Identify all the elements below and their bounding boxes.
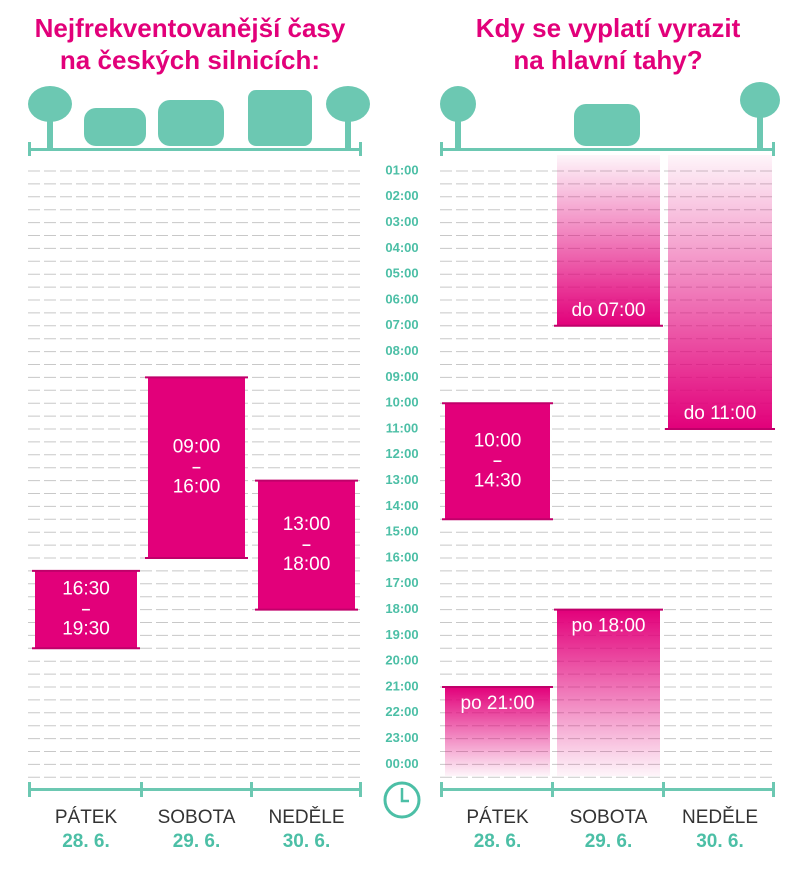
block-separator: – xyxy=(493,452,502,469)
hour-label: 08:00 xyxy=(385,343,418,358)
day-date: 29. 6. xyxy=(585,831,633,852)
block-from: 16:30 xyxy=(62,579,110,600)
day-date: 30. 6. xyxy=(283,831,331,852)
hour-label: 23:00 xyxy=(385,730,418,745)
open-block xyxy=(668,155,772,429)
hour-label: 18:00 xyxy=(385,601,418,616)
panel-title: Kdy se vyplatí vyrazit xyxy=(476,13,741,43)
day-name: NEDĚLE xyxy=(682,806,758,828)
time-block xyxy=(445,403,550,520)
panel-title: na českých silnicích: xyxy=(60,45,320,75)
block-to: 18:00 xyxy=(283,554,331,575)
hour-label: 03:00 xyxy=(385,214,418,229)
block-to: 16:00 xyxy=(173,477,221,498)
block-from: 10:00 xyxy=(474,430,522,451)
hour-label: 06:00 xyxy=(385,291,418,306)
day-date: 28. 6. xyxy=(474,831,522,852)
panel-title: Nejfrekventovanější časy xyxy=(35,13,346,43)
hour-label: 19:00 xyxy=(385,627,418,642)
hour-label: 16:00 xyxy=(385,549,418,564)
hour-label: 01:00 xyxy=(385,162,418,177)
hour-label: 00:00 xyxy=(385,756,418,771)
hour-label: 04:00 xyxy=(385,240,418,255)
hour-label: 13:00 xyxy=(385,472,418,487)
hour-label: 12:00 xyxy=(385,446,418,461)
block-label: po 21:00 xyxy=(461,693,535,714)
hour-label: 07:00 xyxy=(385,317,418,332)
day-name: NEDĚLE xyxy=(268,806,344,828)
block-label: po 18:00 xyxy=(572,616,646,637)
block-separator: – xyxy=(302,536,311,553)
hour-label: 15:00 xyxy=(385,524,418,539)
illustration xyxy=(28,82,780,819)
hour-label: 10:00 xyxy=(385,395,418,410)
block-separator: – xyxy=(82,601,91,618)
day-name: PÁTEK xyxy=(55,807,118,828)
block-to: 14:30 xyxy=(474,470,522,491)
block-from: 09:00 xyxy=(173,437,221,458)
time-block xyxy=(258,480,355,610)
block-separator: – xyxy=(192,459,201,476)
day-name: SOBOTA xyxy=(570,807,648,828)
hour-label: 02:00 xyxy=(385,188,418,203)
block-label: do 07:00 xyxy=(572,300,646,321)
day-name: PÁTEK xyxy=(466,807,529,828)
hour-label: 09:00 xyxy=(385,369,418,384)
day-date: 28. 6. xyxy=(62,831,110,852)
hour-label: 22:00 xyxy=(385,704,418,719)
open-block xyxy=(445,687,550,776)
hour-label: 14:00 xyxy=(385,498,418,513)
open-block xyxy=(557,609,660,776)
time-block xyxy=(35,570,137,649)
panel-title: na hlavní tahy? xyxy=(513,45,702,75)
hour-label: 21:00 xyxy=(385,678,418,693)
open-block xyxy=(557,155,660,326)
hour-label: 05:00 xyxy=(385,266,418,281)
day-date: 29. 6. xyxy=(173,831,221,852)
day-name: SOBOTA xyxy=(158,807,236,828)
time-block xyxy=(148,377,245,558)
hour-label: 11:00 xyxy=(386,420,419,435)
block-to: 19:30 xyxy=(62,619,110,640)
hour-label: 17:00 xyxy=(385,575,418,590)
hour-label: 20:00 xyxy=(385,653,418,668)
day-date: 30. 6. xyxy=(696,831,744,852)
block-from: 13:00 xyxy=(283,514,331,535)
block-label: do 11:00 xyxy=(684,403,757,424)
